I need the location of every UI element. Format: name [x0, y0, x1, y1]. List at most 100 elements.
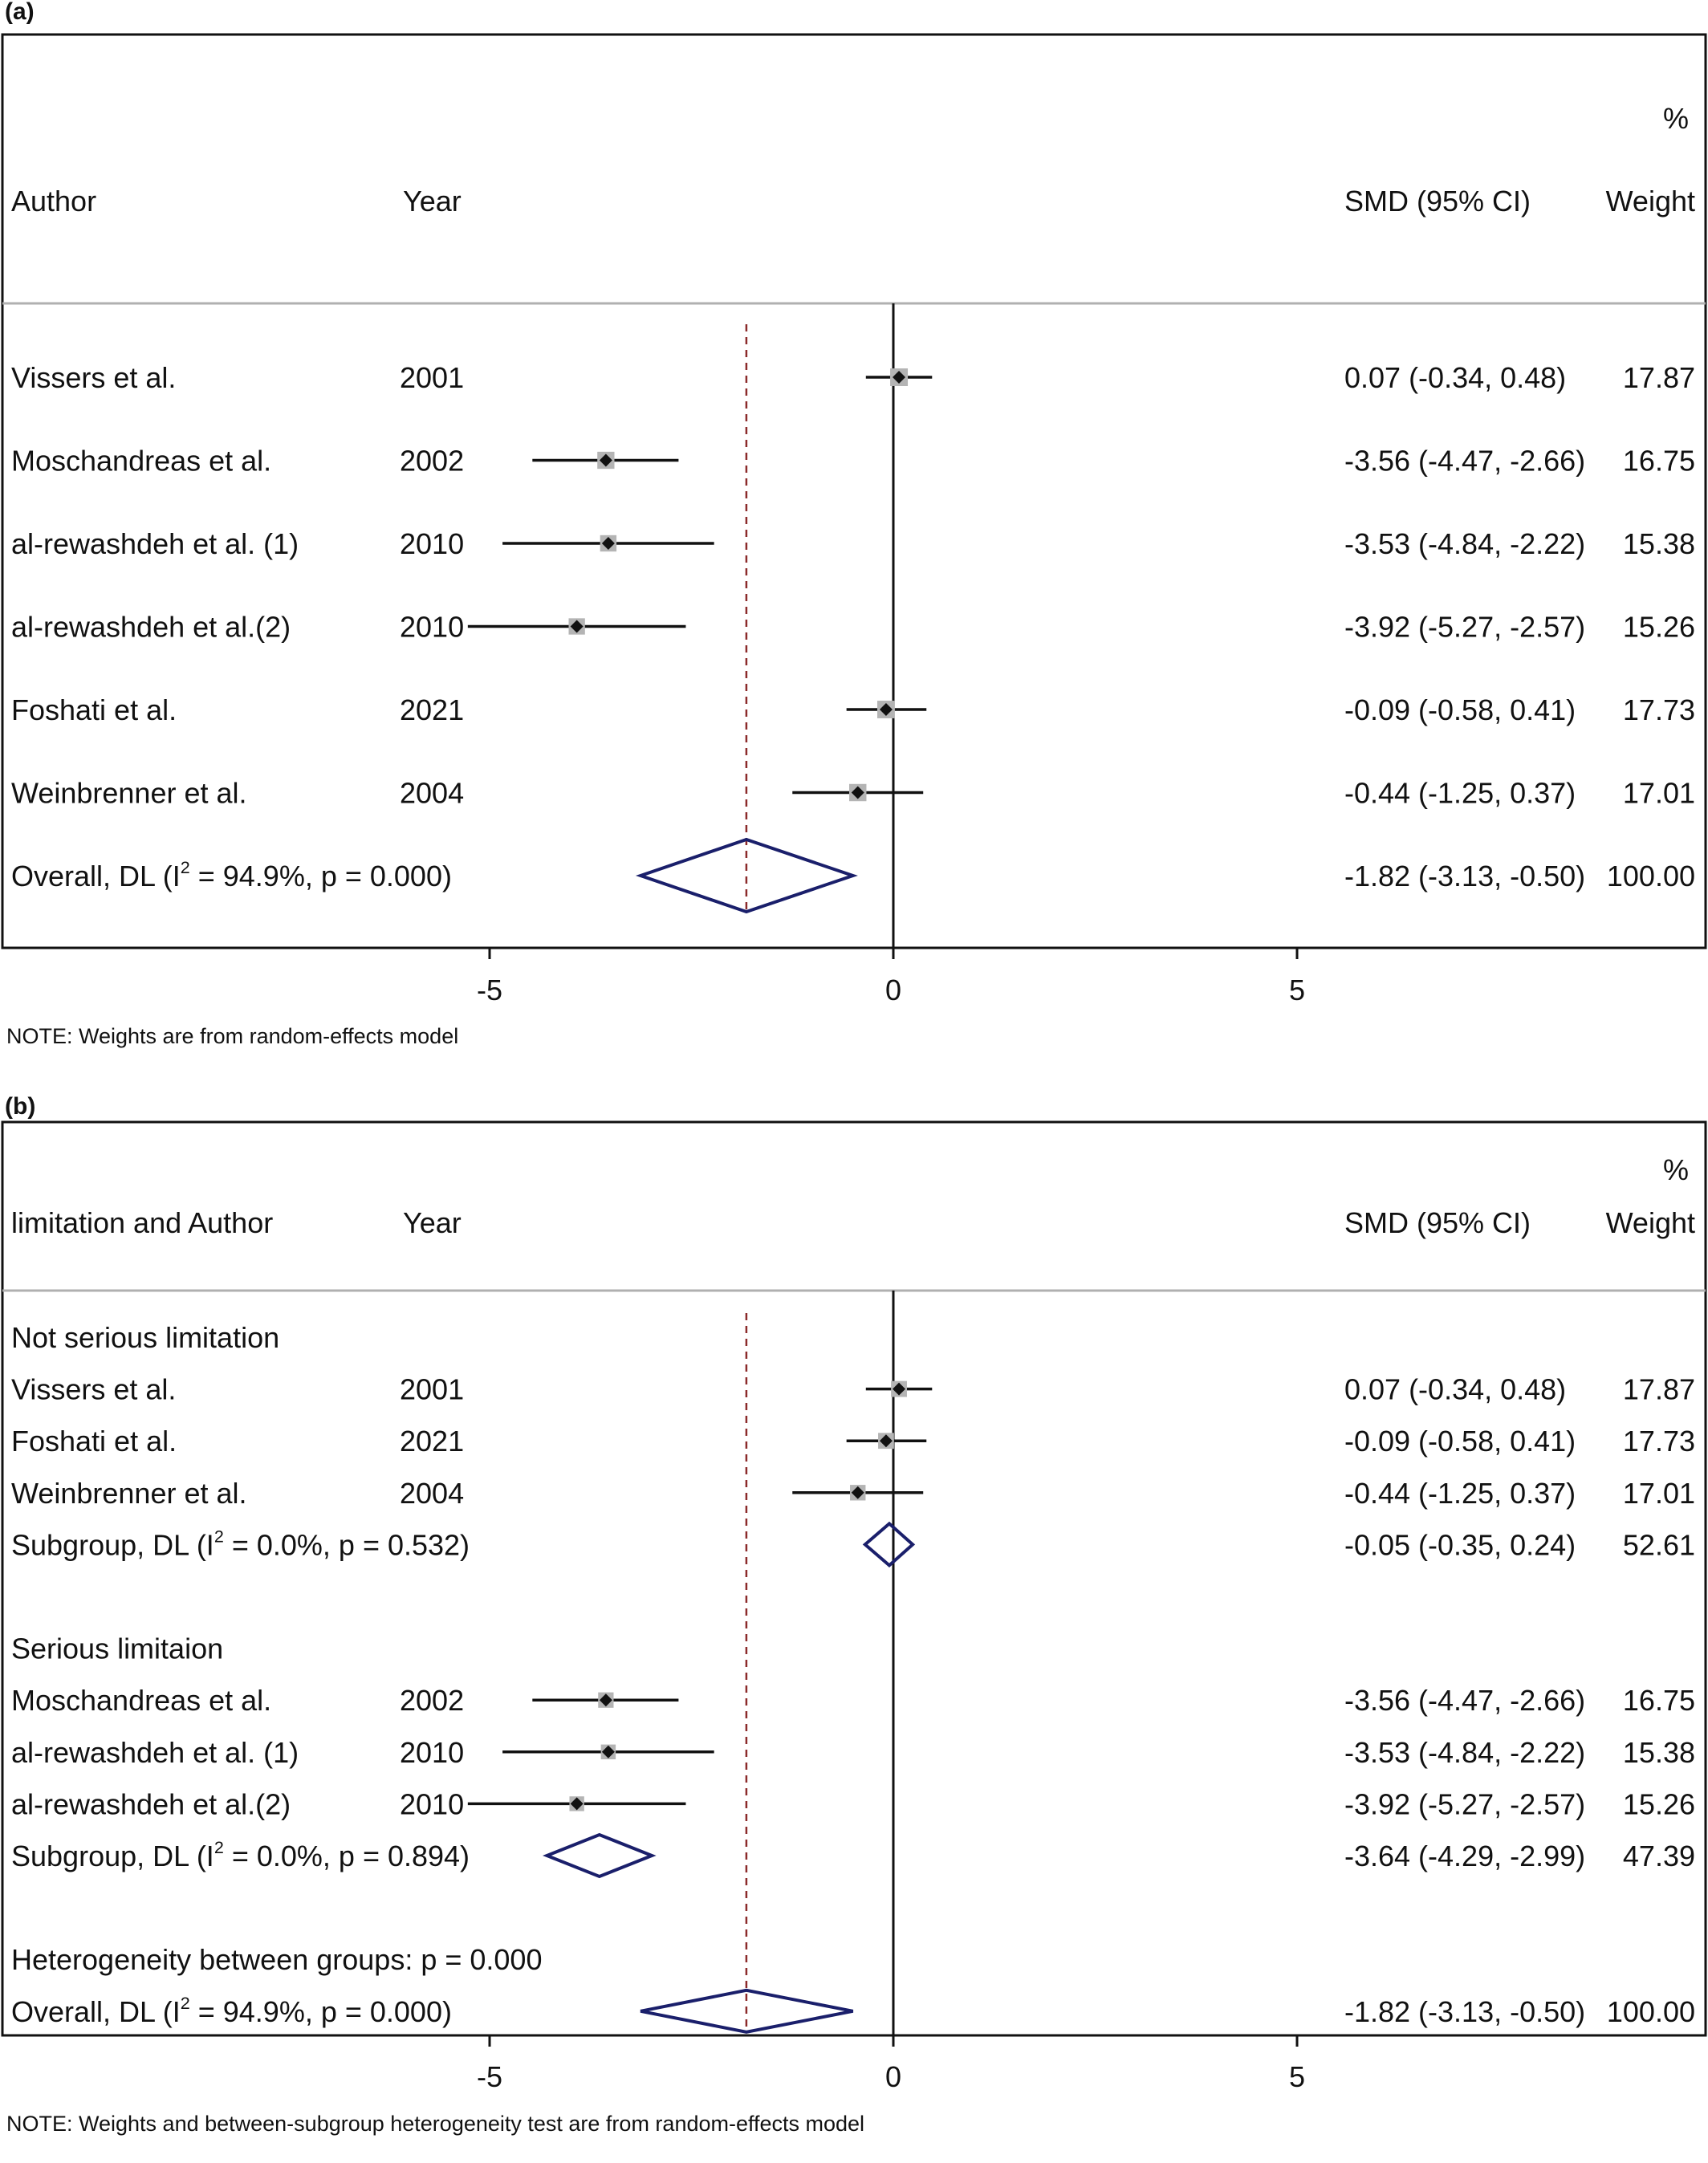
study-row: al-rewashdeh et al. (1) 2010 -3.53 (-4.84,… [11, 527, 1695, 560]
row-label-part: Subgroup, DL (I [11, 1840, 214, 1872]
study-year: 2021 [400, 693, 464, 726]
study-row: Moschandreas et al. 2002 -3.56 (-4.47, -2.… [11, 1684, 1695, 1717]
study-name: Vissers et al. [11, 1373, 176, 1406]
subgroup-header: Not serious limitation [11, 1321, 279, 1354]
row-label-part: Subgroup, DL (I [11, 1528, 214, 1561]
x-tick-label: -5 [477, 2060, 502, 2093]
pooled-effect-diamond [640, 1988, 854, 2034]
study-year: 2010 [400, 527, 464, 560]
point-estimate-marker [851, 1486, 864, 1499]
study-year: 2010 [400, 1787, 464, 1820]
point-estimate-marker [601, 1745, 615, 1758]
study-name: Weinbrenner et al. [11, 1477, 247, 1510]
weight-value: 15.26 [1623, 611, 1695, 644]
weight-value: 17.01 [1623, 777, 1695, 810]
weight-header-percent: % [1663, 1153, 1689, 1186]
smd-ci-value: 0.07 (-0.34, 0.48) [1344, 1373, 1566, 1406]
weight-value: 17.73 [1623, 1425, 1695, 1458]
study-name: Moschandreas et al. [11, 1684, 271, 1717]
study-row: Vissers et al. 2001 0.07 (-0.34, 0.48) 17.8… [11, 361, 1695, 394]
x-tick-label: 5 [1289, 2060, 1305, 2093]
weight-column-header: Weight [1606, 185, 1695, 218]
smd-ci-value: -3.56 (-4.47, -2.66) [1344, 445, 1585, 478]
study-row: Vissers et al. 2001 0.07 (-0.34, 0.48) 17.8… [11, 1373, 1695, 1406]
row-label: Subgroup, DL (I2 = 0.0%, p = 0.532) [11, 1526, 470, 1561]
weight-column-header: Weight [1606, 1206, 1695, 1239]
weight-value: 15.38 [1623, 527, 1695, 560]
point-estimate-marker [879, 703, 893, 716]
point-estimate-marker [599, 453, 612, 467]
x-tick-label: 0 [885, 2060, 901, 2093]
smd-ci-value: -3.53 (-4.84, -2.22) [1344, 1736, 1585, 1769]
study-name: al-rewashdeh et al. (1) [11, 1736, 299, 1769]
weight-value: 16.75 [1623, 1684, 1695, 1717]
weight-value: 17.01 [1623, 1477, 1695, 1510]
study-row: Foshati et al. 2021 -0.09 (-0.58, 0.41) 17.… [11, 693, 1695, 726]
point-estimate-marker [851, 786, 864, 799]
study-row: al-rewashdeh et al.(2) 2010 -3.92 (-5.27, … [11, 611, 1695, 644]
overall-row: Overall, DL (I2 = 94.9%, p = 0.000) -1.82… [11, 1988, 1695, 2034]
study-name: Moschandreas et al. [11, 445, 271, 478]
row-label-part: = 94.9%, p = 0.000) [190, 860, 452, 892]
point-estimate-marker [879, 1434, 893, 1448]
x-tick-label: 0 [885, 974, 901, 1006]
superscript: 2 [214, 1526, 224, 1546]
study-name: al-rewashdeh et al. (1) [11, 527, 299, 560]
subgroup-header: Serious limitaion [11, 1632, 223, 1665]
year-column-header: Year [403, 185, 462, 218]
weight-value: 16.75 [1623, 445, 1695, 478]
weight-value: 47.39 [1623, 1840, 1695, 1872]
author-column-header: Author [11, 185, 96, 218]
pooled-effect-diamond [862, 1521, 916, 1568]
study-row: Moschandreas et al. 2002 -3.56 (-4.47, -2.… [11, 445, 1695, 478]
smd-ci-value: -0.09 (-0.58, 0.41) [1344, 693, 1576, 726]
study-year: 2001 [400, 361, 464, 394]
study-year: 2001 [400, 1373, 464, 1406]
x-tick-label: 5 [1289, 974, 1305, 1006]
weight-header-percent: % [1663, 102, 1689, 135]
study-row: al-rewashdeh et al. (1) 2010 -3.53 (-4.84,… [11, 1736, 1695, 1769]
subgroup-row: Subgroup, DL (I2 = 0.0%, p = 0.532) -0.05… [11, 1521, 1695, 1568]
author-column-header: limitation and Author [11, 1206, 273, 1239]
superscript: 2 [181, 1993, 190, 2013]
weight-value: 100.00 [1607, 860, 1695, 892]
study-name: Foshati et al. [11, 693, 177, 726]
study-row: Foshati et al. 2021 -0.09 (-0.58, 0.41) 17.… [11, 1425, 1695, 1458]
study-year: 2002 [400, 1684, 464, 1717]
study-name: Vissers et al. [11, 361, 176, 394]
weight-value: 17.73 [1623, 693, 1695, 726]
smd-ci-value: -1.82 (-3.13, -0.50) [1344, 1995, 1585, 2028]
row-label-part: = 0.0%, p = 0.532) [224, 1528, 470, 1561]
forest-panel-a: (a)% Author Year SMD (95% CI) Weight Vissers … [1, 0, 1707, 1048]
weight-value: 15.26 [1623, 1787, 1695, 1820]
superscript: 2 [181, 857, 190, 877]
weight-value: 17.87 [1623, 1373, 1695, 1406]
subgroup-row: Subgroup, DL (I2 = 0.0%, p = 0.894) -3.64… [11, 1832, 1695, 1879]
weight-value: 100.00 [1607, 1995, 1695, 2028]
pooled-effect-diamond [543, 1832, 657, 1879]
overall-row: Overall, DL (I2 = 94.9%, p = 0.000) -1.82… [11, 837, 1695, 914]
study-row: al-rewashdeh et al.(2) 2010 -3.92 (-5.27, … [11, 1787, 1695, 1820]
footnote: NOTE: Weights are from random-effects mo… [6, 1024, 458, 1048]
smd-ci-value: -0.44 (-1.25, 0.37) [1344, 1477, 1576, 1510]
study-name: Weinbrenner et al. [11, 777, 247, 810]
weight-value: 15.38 [1623, 1736, 1695, 1769]
panel-label: (a) [5, 0, 35, 25]
study-year: 2021 [400, 1425, 464, 1458]
smd-column-header: SMD (95% CI) [1344, 1206, 1531, 1239]
x-tick-label: -5 [477, 974, 502, 1006]
point-estimate-marker [601, 537, 615, 550]
study-name: al-rewashdeh et al.(2) [11, 611, 291, 644]
row-label: Overall, DL (I2 = 94.9%, p = 0.000) [11, 857, 452, 892]
plot-frame [1, 1120, 1707, 2037]
study-row: Weinbrenner et al. 2004 -0.44 (-1.25, 0.37… [11, 1477, 1695, 1510]
point-estimate-marker [570, 1797, 584, 1811]
row-label-part: Overall, DL (I [11, 860, 181, 892]
study-name: al-rewashdeh et al.(2) [11, 1787, 291, 1820]
smd-column-header: SMD (95% CI) [1344, 185, 1531, 218]
smd-ci-value: -3.92 (-5.27, -2.57) [1344, 1787, 1585, 1820]
panel-label: (b) [5, 1093, 35, 1120]
year-column-header: Year [403, 1206, 462, 1239]
row-label: Subgroup, DL (I2 = 0.0%, p = 0.894) [11, 1837, 470, 1872]
study-year: 2004 [400, 777, 464, 810]
